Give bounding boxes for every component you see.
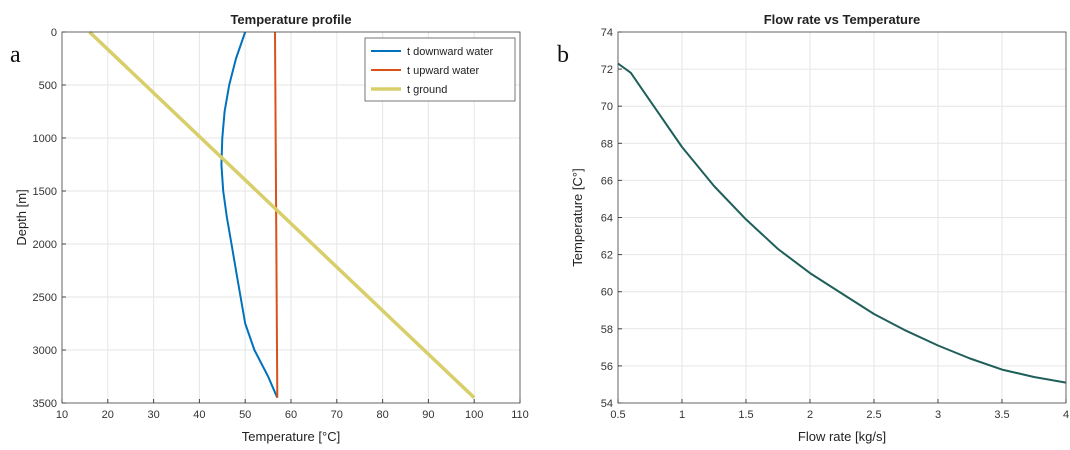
series-line-1 [617,62,1067,384]
y-tick-label: 62 [601,250,613,262]
legend-entry: t downward water [407,46,494,58]
x-axis-label: Temperature [°C] [242,429,340,444]
x-tick-label: 100 [465,409,483,421]
x-tick-label: 3.5 [994,409,1009,421]
x-tick-label: 20 [102,409,114,421]
y-tick-label: 2500 [33,292,57,304]
x-tick-label: 4 [1063,409,1069,421]
legend: t downward water t upward water t ground [364,37,516,102]
panel-a-label: a [10,42,21,68]
y-tick-label: 1000 [33,133,57,145]
x-tick-label: 0.5 [610,409,625,421]
y-tick-label: 70 [601,101,613,113]
y-tick-label: 74 [601,27,613,39]
x-tick-label: 60 [285,409,297,421]
x-tick-label: 3 [935,409,941,421]
x-tick-label: 40 [193,409,205,421]
y-tick-label: 66 [601,175,613,187]
x-tick-label: 30 [147,409,159,421]
chart-a: 10 20 30 40 50 60 70 80 90 100 110 0 500 1000 1500 2000… [14,12,529,444]
y-tick-label: 64 [601,213,613,225]
y-tick-label: 54 [601,398,613,410]
x-tick-label: 70 [331,409,343,421]
x-tick-label: 110 [511,409,529,421]
panel-b-label: b [557,42,569,68]
chart-title: Flow rate vs Temperature [764,12,921,27]
y-tick-label: 0 [51,27,57,39]
y-axis-label: Depth [m] [14,189,29,245]
x-tick-label: 10 [56,409,68,421]
y-tick-label: 1500 [33,186,57,198]
chart-title: Temperature profile [230,12,351,27]
series-line-3 [88,30,476,399]
y-tick-label: 56 [601,361,613,373]
y-tick-label: 60 [601,287,613,299]
x-tick-label: 2 [807,409,813,421]
chart-b: 0.5 1 1.5 2 2.5 3 3.5 4 54 56 58 60 62 64 66 68 70 72 74 Fl… [570,12,1069,444]
y-tick-label: 68 [601,138,613,150]
y-tick-label: 72 [601,64,613,76]
x-tick-label: 1 [679,409,685,421]
y-tick-label: 3500 [33,398,57,410]
x-axis-label: Flow rate [kg/s] [798,429,886,444]
x-tick-label: 90 [422,409,434,421]
y-tick-label: 2000 [33,239,57,251]
x-tick-label: 1.5 [738,409,753,421]
y-tick-label: 3000 [33,345,57,357]
legend-entry: t ground [407,84,447,96]
y-tick-label: 500 [39,80,57,92]
legend-entry: t upward water [407,65,479,77]
x-tick-label: 80 [376,409,388,421]
x-tick-label: 2.5 [866,409,881,421]
series-line-1 [220,31,279,399]
series-line-2 [274,31,279,398]
x-tick-label: 50 [239,409,251,421]
y-axis-label: Temperature [C°] [570,168,585,266]
y-tick-label: 58 [601,324,613,336]
